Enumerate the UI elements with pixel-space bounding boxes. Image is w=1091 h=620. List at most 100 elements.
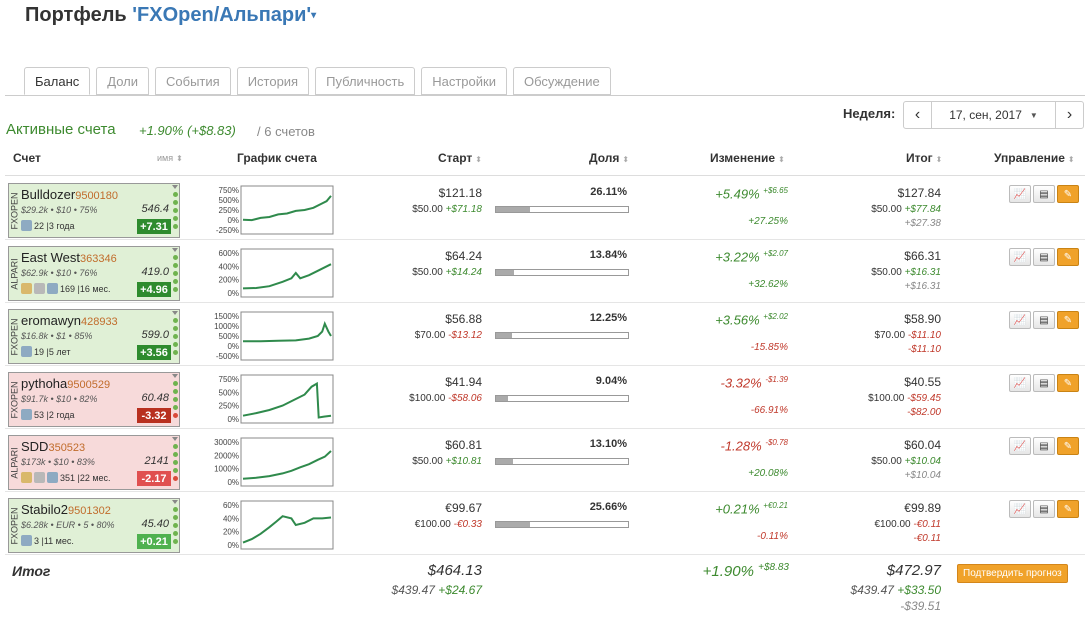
share-value: 12.25% — [589, 312, 627, 324]
account-chart[interactable]: 750%500%250%0%-250% — [205, 182, 335, 237]
account-chart[interactable]: 1500%1000%500%0%-500% — [205, 308, 335, 363]
total-base: €100.00 — [874, 519, 914, 530]
header-divider — [5, 175, 1085, 176]
header-total[interactable]: Итог ⬍ — [906, 151, 942, 165]
chart-icon[interactable]: 📈 — [1009, 248, 1031, 266]
week-date: 17, сен, 2017 — [949, 108, 1022, 122]
account-chart[interactable]: 750% 500% 250% 0% — [205, 371, 335, 426]
list-icon[interactable]: ▤ — [1033, 311, 1055, 329]
chevron-down-icon[interactable]: ▾ — [311, 10, 317, 22]
account-name[interactable]: Bulldozer9500180 — [21, 187, 118, 202]
menu-arrow-icon[interactable] — [172, 185, 178, 189]
account-name[interactable]: pythoha9500529 — [21, 376, 110, 391]
account-card[interactable]: FXOPEN eromawyn428933 $16.8k • $1 • 85% 599… — [8, 309, 180, 364]
chart-tick-label: 250% — [219, 206, 239, 215]
edit-icon[interactable]: ✎ — [1057, 311, 1079, 329]
account-value: 45.40 — [141, 518, 169, 530]
edit-icon[interactable]: ✎ — [1057, 374, 1079, 392]
next-week-button[interactable]: › — [1055, 102, 1083, 128]
status-dot-icon — [172, 397, 178, 402]
broker-name: FXOPEN — [9, 191, 20, 230]
account-card[interactable]: ALPARI SDD350523 $173k • $10 • 83% 2141 351 … — [8, 435, 180, 490]
change-pct: -3.32% — [720, 375, 766, 391]
tab-history[interactable]: История — [236, 67, 310, 95]
change-pct: +0.21% — [715, 501, 764, 517]
tab-shares[interactable]: Доли — [96, 67, 150, 95]
header-start[interactable]: Старт ⬍ — [438, 151, 482, 165]
prev-week-button[interactable]: ‹ — [904, 102, 932, 128]
menu-arrow-icon[interactable] — [172, 311, 178, 315]
menu-arrow-icon[interactable] — [172, 374, 178, 378]
tab-discussion[interactable]: Обсуждение — [512, 67, 611, 95]
list-icon[interactable]: ▤ — [1033, 185, 1055, 203]
status-dots — [172, 437, 178, 481]
account-name-text: SDD — [21, 439, 49, 454]
menu-arrow-icon[interactable] — [172, 437, 178, 441]
chart-icon[interactable]: 📈 — [1009, 500, 1031, 518]
account-name[interactable]: Stabilo29501302 — [21, 502, 111, 517]
edit-icon[interactable]: ✎ — [1057, 500, 1079, 518]
account-chart[interactable]: 600% 400% 200% 0% — [205, 245, 335, 300]
edit-icon[interactable]: ✎ — [1057, 248, 1079, 266]
chart-icon[interactable]: 📈 — [1009, 311, 1031, 329]
status-dots — [172, 374, 178, 418]
header-manage[interactable]: Управление ⬍ — [994, 151, 1075, 165]
certificate-icon — [34, 283, 45, 294]
account-card[interactable]: FXOPEN Bulldozer9500180 $29.2k • $10 • 75%… — [8, 183, 180, 238]
total-sub: $50.00 +$10.04 — [871, 456, 941, 467]
account-name[interactable]: East West363346 — [21, 250, 117, 265]
change-total-pct: -66.91% — [750, 405, 788, 416]
tab-events[interactable]: События — [155, 67, 231, 95]
account-meta: 351 |22 мес. — [21, 472, 111, 483]
account-name[interactable]: eromawyn428933 — [21, 313, 118, 328]
total-base: $70.00 — [874, 330, 908, 341]
edit-icon[interactable]: ✎ — [1057, 437, 1079, 455]
menu-arrow-icon[interactable] — [172, 248, 178, 252]
status-dot-icon — [172, 326, 178, 331]
menu-arrow-icon[interactable] — [172, 500, 178, 504]
header-share[interactable]: Доля ⬍ — [589, 151, 629, 165]
tab-settings[interactable]: Настройки — [421, 67, 507, 95]
account-chart[interactable]: 60% 40% 20% 0% — [205, 497, 335, 552]
chart-icon[interactable]: 📈 — [1009, 185, 1031, 203]
chart-icon[interactable]: 📈 — [1009, 374, 1031, 392]
list-icon[interactable]: ▤ — [1033, 500, 1055, 518]
start-sub: $50.00 +$14.24 — [412, 267, 482, 278]
investors-icon — [47, 472, 58, 483]
list-icon[interactable]: ▤ — [1033, 374, 1055, 392]
list-icon[interactable]: ▤ — [1033, 437, 1055, 455]
total-value: $40.55 — [904, 375, 941, 389]
status-dot-icon — [172, 381, 178, 386]
header-name-sort[interactable]: имя ⬍ — [157, 153, 183, 163]
change-total-pct: -15.85% — [750, 342, 788, 353]
tab-publicity[interactable]: Публичность — [315, 67, 416, 95]
account-name-text: eromawyn — [21, 313, 81, 328]
share-bar — [495, 269, 629, 276]
account-card[interactable]: ALPARI East West363346 $62.9k • $10 • 76% 4… — [8, 246, 180, 301]
status-dot-icon — [172, 216, 178, 221]
edit-icon[interactable]: ✎ — [1057, 185, 1079, 203]
investors-icon — [21, 220, 32, 231]
week-date-select[interactable]: 17, сен, 2017 ▼ — [932, 102, 1055, 128]
account-card[interactable]: FXOPEN pythoha9500529 $91.7k • $10 • 82% 60… — [8, 372, 180, 427]
total-base: $50.00 — [871, 267, 905, 278]
chart-frame — [240, 185, 334, 235]
list-icon[interactable]: ▤ — [1033, 248, 1055, 266]
header-change[interactable]: Изменение ⬍ — [710, 151, 785, 165]
sort-icon: ⬍ — [622, 155, 630, 164]
account-name[interactable]: SDD350523 — [21, 439, 85, 454]
confirm-forecast-button[interactable]: Подтвердить прогноз — [957, 564, 1068, 583]
tab-balance[interactable]: Баланс — [24, 67, 91, 95]
total-base: $50.00 — [871, 204, 905, 215]
share-value: 9.04% — [595, 375, 627, 387]
status-dot-icon — [172, 539, 178, 544]
sort-icon: ⬍ — [1067, 155, 1075, 164]
change-value: +0.21% +€0.21 — [715, 501, 788, 516]
status-dot-icon — [172, 389, 178, 394]
portfolio-name[interactable]: 'FXOpen/Альпари' — [132, 4, 312, 26]
share-value: 13.10% — [589, 438, 627, 450]
account-chart[interactable]: 3000% 2000% 1000% 0% — [205, 434, 335, 489]
account-card[interactable]: FXOPEN Stabilo29501302 $6.28k • EUR • 5 • … — [8, 498, 180, 553]
chart-tick-label: 2000% — [214, 451, 239, 460]
chart-icon[interactable]: 📈 — [1009, 437, 1031, 455]
